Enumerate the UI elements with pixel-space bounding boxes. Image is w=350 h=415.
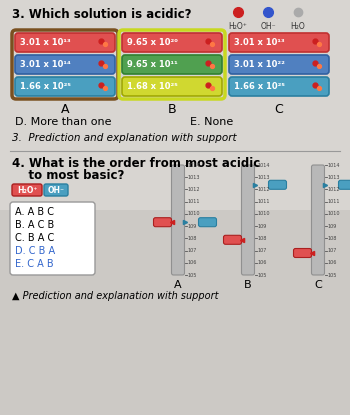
FancyBboxPatch shape bbox=[312, 165, 324, 275]
Text: 3.01 x 10¹³: 3.01 x 10¹³ bbox=[20, 38, 71, 47]
Text: C. B A C: C. B A C bbox=[15, 233, 54, 243]
Text: 1013: 1013 bbox=[188, 175, 200, 180]
Text: 1014: 1014 bbox=[328, 163, 340, 168]
Text: 109: 109 bbox=[328, 224, 337, 229]
Text: A: A bbox=[174, 280, 182, 290]
Text: 1014: 1014 bbox=[188, 163, 200, 168]
Text: 1011: 1011 bbox=[328, 199, 340, 204]
Text: 4. What is the order from most acidic: 4. What is the order from most acidic bbox=[12, 157, 260, 170]
FancyBboxPatch shape bbox=[229, 77, 329, 96]
Text: 106: 106 bbox=[328, 260, 337, 265]
FancyBboxPatch shape bbox=[198, 218, 217, 227]
Text: 1013: 1013 bbox=[328, 175, 340, 180]
Text: 109: 109 bbox=[258, 224, 267, 229]
Text: E. C A B: E. C A B bbox=[15, 259, 54, 269]
FancyBboxPatch shape bbox=[268, 180, 287, 189]
Text: 1012: 1012 bbox=[188, 187, 200, 192]
Text: 1012: 1012 bbox=[328, 187, 340, 192]
Text: 106: 106 bbox=[188, 260, 197, 265]
FancyBboxPatch shape bbox=[224, 235, 241, 244]
Text: 1011: 1011 bbox=[188, 199, 200, 204]
Text: 1011: 1011 bbox=[258, 199, 270, 204]
Text: 107: 107 bbox=[188, 248, 197, 253]
Text: 107: 107 bbox=[328, 248, 337, 253]
Text: 3. Which solution is acidic?: 3. Which solution is acidic? bbox=[12, 7, 191, 20]
FancyBboxPatch shape bbox=[122, 77, 222, 96]
Text: A. A B C: A. A B C bbox=[15, 207, 54, 217]
Text: OH⁻: OH⁻ bbox=[260, 22, 276, 31]
Text: H₂O⁺: H₂O⁺ bbox=[17, 186, 37, 195]
FancyBboxPatch shape bbox=[12, 184, 42, 196]
Text: 107: 107 bbox=[258, 248, 267, 253]
Text: 3.  Prediction and explanation with support: 3. Prediction and explanation with suppo… bbox=[12, 133, 237, 143]
Text: B: B bbox=[168, 103, 176, 116]
Text: 1010: 1010 bbox=[328, 211, 340, 216]
Text: 1014: 1014 bbox=[258, 163, 270, 168]
FancyBboxPatch shape bbox=[229, 55, 329, 74]
Text: OH⁻: OH⁻ bbox=[48, 186, 64, 195]
Text: 105: 105 bbox=[188, 273, 197, 278]
Text: 108: 108 bbox=[328, 236, 337, 241]
FancyBboxPatch shape bbox=[154, 218, 172, 227]
Text: 105: 105 bbox=[258, 273, 267, 278]
Text: 1013: 1013 bbox=[258, 175, 270, 180]
Text: H₂O: H₂O bbox=[290, 22, 305, 31]
Text: 9.65 x 10¹¹: 9.65 x 10¹¹ bbox=[127, 60, 178, 69]
Text: E. None: E. None bbox=[190, 117, 233, 127]
Text: H₂O⁺: H₂O⁺ bbox=[229, 22, 247, 31]
FancyBboxPatch shape bbox=[44, 184, 68, 196]
FancyBboxPatch shape bbox=[172, 165, 184, 275]
FancyBboxPatch shape bbox=[122, 33, 222, 52]
Text: B: B bbox=[244, 280, 252, 290]
Text: 3.01 x 10¹⁴: 3.01 x 10¹⁴ bbox=[20, 60, 71, 69]
Text: 1012: 1012 bbox=[258, 187, 270, 192]
FancyBboxPatch shape bbox=[229, 33, 329, 52]
Text: 106: 106 bbox=[258, 260, 267, 265]
Text: 109: 109 bbox=[188, 224, 197, 229]
Text: D. More than one: D. More than one bbox=[15, 117, 112, 127]
FancyBboxPatch shape bbox=[338, 180, 350, 189]
FancyBboxPatch shape bbox=[294, 249, 312, 257]
Text: 9.65 x 10²⁰: 9.65 x 10²⁰ bbox=[127, 38, 178, 47]
Bar bbox=[0, 0, 350, 210]
Text: 108: 108 bbox=[188, 236, 197, 241]
Text: 1.66 x 10²⁵: 1.66 x 10²⁵ bbox=[20, 82, 71, 91]
Text: 1.68 x 10²⁵: 1.68 x 10²⁵ bbox=[127, 82, 178, 91]
Text: C: C bbox=[314, 280, 322, 290]
Text: 1010: 1010 bbox=[188, 211, 200, 216]
FancyBboxPatch shape bbox=[10, 202, 95, 275]
Text: 1010: 1010 bbox=[258, 211, 270, 216]
Text: B. A C B: B. A C B bbox=[15, 220, 54, 230]
Text: D. C B A: D. C B A bbox=[15, 246, 55, 256]
FancyBboxPatch shape bbox=[241, 165, 254, 275]
Text: 3.01 x 10¹³: 3.01 x 10¹³ bbox=[234, 38, 285, 47]
FancyBboxPatch shape bbox=[15, 77, 115, 96]
Text: 105: 105 bbox=[328, 273, 337, 278]
Text: C: C bbox=[275, 103, 284, 116]
Text: ▲ Prediction and explanation with support: ▲ Prediction and explanation with suppor… bbox=[12, 291, 218, 301]
FancyBboxPatch shape bbox=[122, 55, 222, 74]
Text: to most basic?: to most basic? bbox=[12, 169, 124, 182]
FancyBboxPatch shape bbox=[15, 55, 115, 74]
Text: A: A bbox=[61, 103, 69, 116]
Text: 1.66 x 10²⁵: 1.66 x 10²⁵ bbox=[234, 82, 285, 91]
Text: 108: 108 bbox=[258, 236, 267, 241]
FancyBboxPatch shape bbox=[15, 33, 115, 52]
Text: 3.01 x 10²²: 3.01 x 10²² bbox=[234, 60, 285, 69]
